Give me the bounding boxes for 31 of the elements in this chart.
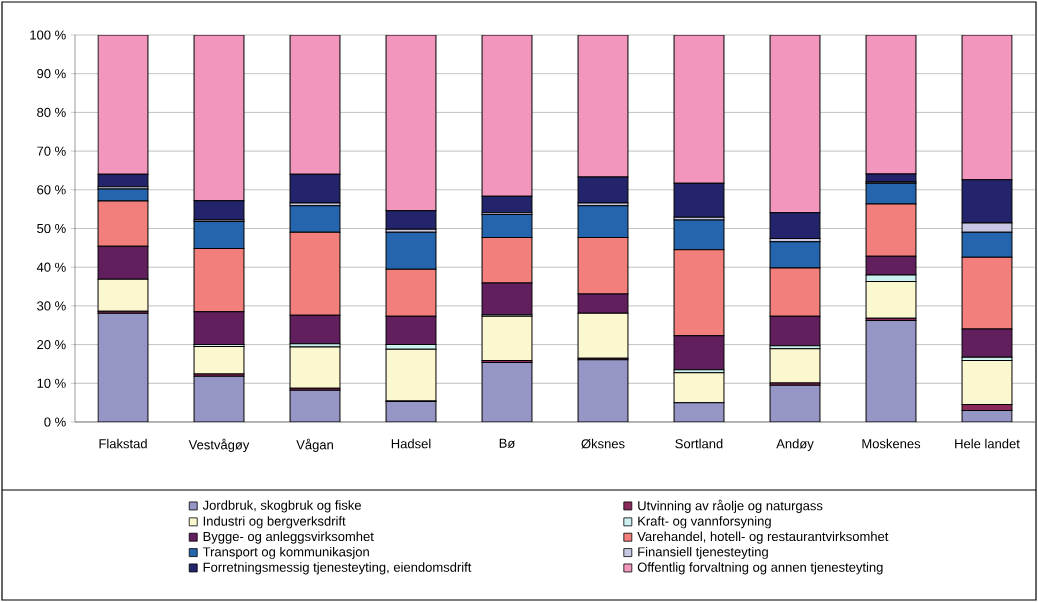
y-tick-label: 90 % [37,69,66,79]
x-tick-label: Øksnes [581,438,625,449]
x-tick-label: Bø [499,438,516,448]
y-tick-label: 0 % [44,417,66,427]
y-tick-label: 20 % [37,339,66,350]
legend-label: Varehandel, hotell- og restaurantvirksomhet [637,531,889,544]
y-tick-label: 30 % [37,301,66,311]
y-tick-label: 80 % [37,107,66,117]
legend-label: Finansiell tjenesteyting [638,546,768,560]
legend-label: Bygge- og anleggsvirksomhet [203,531,374,544]
x-tick-label: Moskenes [862,438,921,449]
x-tick-label: Flakstad [99,438,147,449]
x-tick-label: Vågan [296,438,333,452]
legend-label: Industri og bergverksdrift [203,516,346,529]
y-tick-label: 40 % [36,262,66,272]
y-tick-label: 50 % [37,223,66,234]
x-tick-label: Andøy [776,438,814,451]
x-tick-label: Sortland [675,438,723,449]
x-tick-label: Vestvågøy [188,438,250,452]
legend-label: Kraft- og vannforsyning [638,516,771,529]
y-tick-label: 60 % [37,185,66,195]
y-tick-label: 100 % [30,30,66,40]
legend-label: Offentlig forvaltning og annen tjenesteyting [637,562,883,575]
legend-label: Utvinning av råolje og naturgass [638,499,823,513]
x-tick-label: Hadsel [391,438,431,449]
legend-label: Transport og kommunikasjon [202,546,369,560]
legend-label: Jordbruk, skogbruk og fiske [202,500,361,513]
y-tick-label: 10 % [37,378,66,388]
y-tick-label: 70 % [37,146,66,156]
x-tick-label: Hele landet [955,438,1020,449]
legend-label: Forretningsmessig tjenesteyting, eiendomsdrift [203,562,472,575]
